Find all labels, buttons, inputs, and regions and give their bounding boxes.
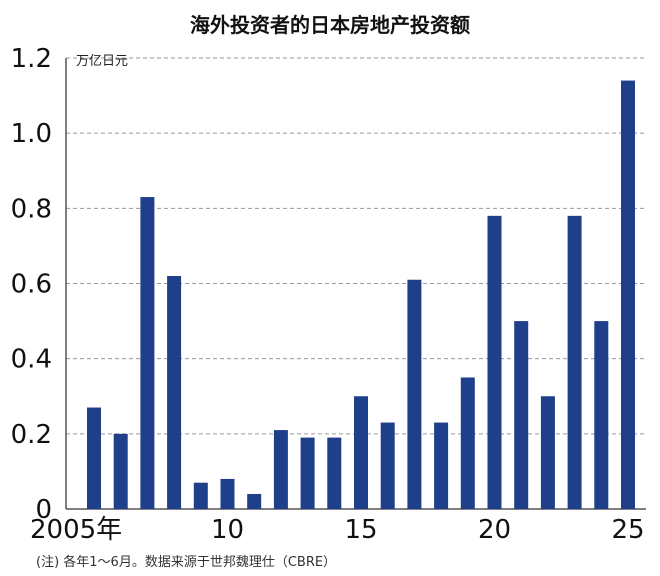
bar-2016 (380, 422, 395, 509)
bar-2024 (594, 321, 609, 509)
bar-2022 (540, 396, 555, 509)
x-tick-label: 2005年 (30, 515, 122, 545)
bar-2011 (247, 493, 262, 509)
bar-2005 (87, 407, 101, 509)
bar-2019 (460, 377, 475, 509)
bar-2008 (167, 275, 182, 509)
y-tick-label: 0.8 (11, 194, 52, 224)
bar-2009 (193, 482, 208, 509)
bar-2015 (354, 396, 368, 509)
x-tick-label: 15 (344, 515, 377, 545)
bar-2010 (220, 478, 235, 509)
unit-label: 万亿日元 (76, 54, 128, 69)
bar-2006 (113, 433, 128, 509)
bar-2025 (621, 80, 635, 510)
x-tick-label: 20 (478, 515, 511, 545)
bar-2023 (567, 215, 582, 509)
y-tick-label: 0.2 (11, 420, 52, 450)
source-note: (注) 各年1～6月。数据来源于世邦魏理仕（CBRE） (36, 554, 336, 570)
x-axis-ticks: 2005年 10 15 20 25 (30, 515, 645, 545)
bar-2013 (300, 437, 315, 509)
y-axis-ticks: 0 0.2 0.4 0.6 0.8 1.0 1.2 (11, 44, 52, 525)
y-tick-label: 0.4 (11, 345, 52, 375)
bar-layer (87, 80, 635, 510)
bar-2017 (407, 279, 422, 509)
bar-2021 (514, 321, 529, 509)
y-tick-label: 0.6 (11, 270, 52, 300)
x-tick-label: 10 (211, 515, 244, 545)
bar-2018 (434, 422, 449, 509)
bar-2014 (327, 437, 342, 509)
chart-title: 海外投资者的日本房地产投资额 (190, 13, 470, 37)
y-tick-label: 1.0 (11, 119, 52, 149)
y-tick-label: 1.2 (11, 44, 52, 74)
x-tick-label: 25 (611, 515, 644, 545)
bar-2020 (487, 215, 502, 509)
bar-2007 (140, 197, 155, 509)
bar-2012 (273, 430, 288, 509)
y-tick-label: 0 (35, 495, 52, 525)
